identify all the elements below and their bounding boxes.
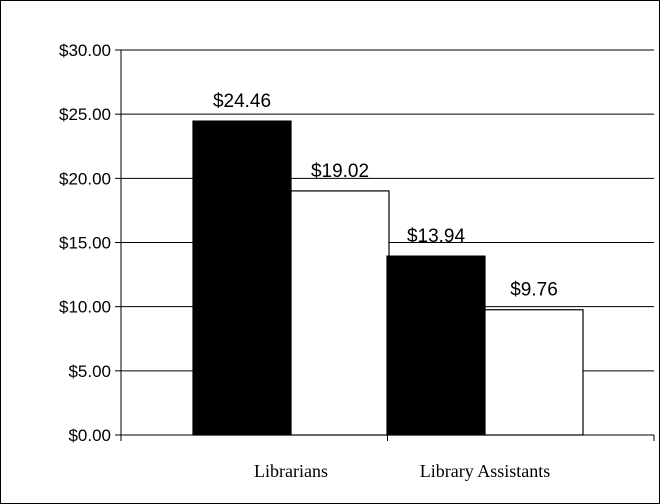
data-label: $19.02 bbox=[311, 161, 369, 182]
bar bbox=[290, 190, 390, 436]
bar bbox=[386, 255, 486, 436]
category-label: Library Assistants bbox=[420, 461, 551, 481]
y-tick-label: $0.00 bbox=[68, 426, 111, 445]
y-tick-label: $5.00 bbox=[68, 362, 111, 381]
bar bbox=[192, 120, 292, 436]
y-tick-label: $10.00 bbox=[59, 298, 111, 317]
y-tick-label: $20.00 bbox=[59, 169, 111, 188]
bar bbox=[484, 309, 584, 436]
data-label: $24.46 bbox=[213, 91, 271, 112]
data-label: $9.76 bbox=[510, 280, 558, 301]
category-label: Librarians bbox=[254, 461, 328, 481]
data-label: $13.94 bbox=[407, 226, 466, 247]
y-tick-label: $30.00 bbox=[59, 41, 111, 60]
y-tick-label: $25.00 bbox=[59, 105, 111, 124]
y-tick-label: $15.00 bbox=[59, 234, 111, 253]
